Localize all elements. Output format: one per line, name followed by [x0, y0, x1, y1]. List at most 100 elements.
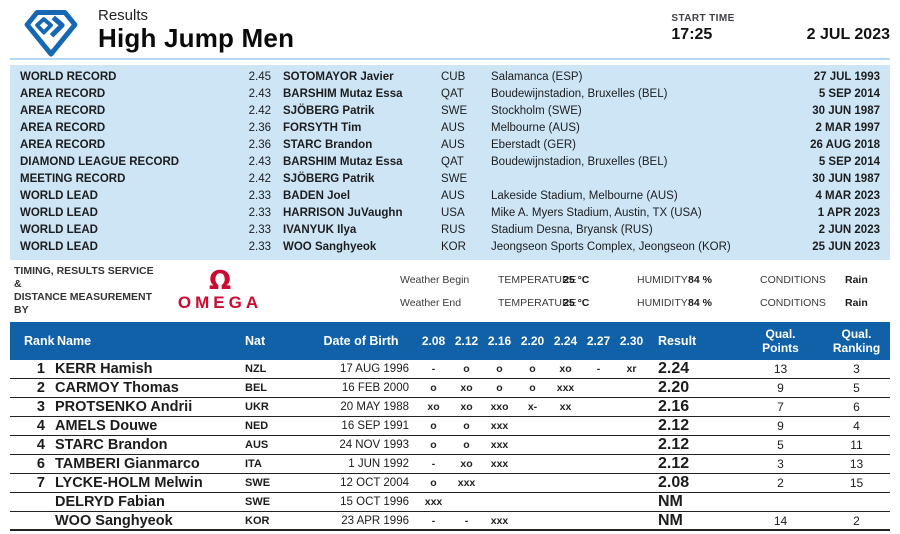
record-date: 30 JUN 1987	[812, 105, 880, 117]
record-mark: 2.45	[248, 71, 271, 83]
humidity-value: 84 %	[688, 296, 712, 309]
record-date: 27 JUL 1993	[813, 71, 880, 83]
rank-cell: 3	[36, 399, 45, 415]
record-venue: Salamanca (ESP)	[491, 71, 583, 83]
rank-cell: 2	[36, 380, 45, 396]
result-row: 3 PROTSENKO Andrii UKR 20 MAY 1988 xo xo…	[10, 398, 890, 417]
qual-points-column-header: Qual. Points	[762, 326, 799, 355]
name-column-header: Name	[57, 334, 92, 348]
record-label: AREA RECORD	[20, 139, 106, 151]
header-divider	[10, 58, 890, 60]
attempt-cell: x-	[527, 401, 538, 413]
dob-cell: 1 JUN 1992	[348, 458, 409, 470]
results-table-body: 1 KERR Hamish NZL 17 AUG 1996 - o o o xo…	[10, 360, 890, 531]
attempt-cell: -	[431, 363, 436, 375]
record-mark: 2.36	[248, 139, 271, 151]
record-venue: Jeongseon Sports Complex, Jeongseon (KOR…	[491, 241, 731, 253]
humidity-value: 84 %	[688, 273, 712, 286]
nat-column-header: Nat	[245, 334, 266, 348]
result-row: WOO Sanghyeok KOR 23 APR 1996 - - xxx NM…	[10, 512, 890, 531]
record-date: 1 APR 2023	[817, 207, 880, 219]
record-mark: 2.33	[248, 241, 271, 253]
humidity-label: HUMIDITY	[637, 273, 688, 286]
attempt-cell: o	[430, 382, 437, 394]
record-athlete: FORSYTH Tim	[283, 122, 362, 134]
record-athlete: HARRISON JuVaughn	[283, 207, 403, 219]
attempt-cell: o	[463, 363, 470, 375]
qual-points-cell: 5	[777, 438, 784, 452]
height-column-header: 2.24	[553, 334, 578, 348]
attempt-cell: xo	[460, 458, 473, 470]
provider-line-1: TIMING, RESULTS SERVICE &	[14, 265, 154, 290]
attempt-cell: -	[464, 515, 469, 527]
event-date: 2 JUL 2023	[806, 26, 890, 43]
record-venue: Stadium Desna, Bryansk (RUS)	[491, 224, 653, 236]
diamond-league-logo-icon	[24, 9, 78, 57]
attempt-cell: o	[430, 439, 437, 451]
qual-ranking-column-header: Qual. Ranking	[832, 326, 881, 355]
record-date: 2 JUN 2023	[818, 224, 880, 236]
attempt-cell: xxx	[490, 458, 509, 470]
record-row: WORLD RECORD 2.45 SOTOMAYOR Javier CUB S…	[20, 69, 880, 86]
record-row: AREA RECORD 2.36 STARC Brandon AUS Ebers…	[20, 137, 880, 154]
result-cell: 2.16	[658, 398, 690, 415]
rank-cell: 4	[36, 437, 45, 453]
height-column-header: 2.16	[487, 334, 512, 348]
conditions-value: Rain	[845, 273, 868, 286]
rank-cell: 7	[36, 475, 45, 491]
record-nat: QAT	[441, 156, 464, 168]
height-column-header: 2.08	[421, 334, 446, 348]
nat-cell: ITA	[245, 458, 262, 470]
record-mark: 2.33	[248, 190, 271, 202]
athlete-name: KERR Hamish	[55, 361, 153, 377]
timing-provider-label: TIMING, RESULTS SERVICE & DISTANCE MEASU…	[14, 265, 164, 317]
record-mark: 2.36	[248, 122, 271, 134]
record-mark: 2.43	[248, 88, 271, 100]
dob-cell: 12 OCT 2004	[340, 477, 409, 489]
records-table: WORLD RECORD 2.45 SOTOMAYOR Javier CUB S…	[10, 65, 890, 260]
dob-cell: 23 APR 1996	[341, 515, 409, 527]
brand-block: Results High Jump Men	[14, 7, 294, 58]
attempt-cell: xo	[460, 382, 473, 394]
result-row: DELRYD Fabian SWE 15 OCT 1996 xxx NM	[10, 493, 890, 512]
record-venue: Lakeside Stadium, Melbourne (AUS)	[491, 190, 678, 202]
record-athlete: SOTOMAYOR Javier	[283, 71, 394, 83]
attempt-cell: xxx	[490, 420, 509, 432]
record-row: AREA RECORD 2.43 BARSHIM Mutaz Essa QAT …	[20, 86, 880, 103]
weather-panel: Weather Begin TEMPERATURE 25 °C HUMIDITY…	[400, 274, 890, 309]
qual-ranking-cell: 2	[853, 514, 860, 528]
qual-ranking-cell: 11	[850, 438, 863, 452]
start-time-label: START TIME	[671, 13, 735, 24]
temperature-value: 25 °C	[563, 296, 590, 309]
attempt-cell: o	[430, 420, 437, 432]
record-athlete: IVANYUK Ilya	[283, 224, 357, 236]
results-label: Results	[98, 7, 149, 24]
qual-ranking-cell: 3	[853, 362, 860, 376]
athlete-name: LYCKE-HOLM Melwin	[55, 475, 203, 491]
record-nat: SWE	[441, 105, 468, 117]
height-column-header: 2.20	[520, 334, 545, 348]
qual-points-cell: 2	[777, 476, 784, 490]
record-venue	[483, 171, 780, 188]
result-cell: 2.12	[658, 417, 690, 434]
result-row: 1 KERR Hamish NZL 17 AUG 1996 - o o o xo…	[10, 360, 890, 379]
start-time-block: START TIME 17:25	[671, 13, 734, 44]
dob-cell: 15 OCT 1996	[340, 496, 409, 508]
record-nat: AUS	[441, 139, 465, 151]
record-mark: 2.42	[248, 105, 271, 117]
result-cell: NM	[658, 512, 683, 529]
result-row: 4 AMELS Douwe NED 16 SEP 1991 o o xxx 2.…	[10, 417, 890, 436]
attempt-cell: -	[431, 515, 436, 527]
attempt-cell: -	[596, 363, 601, 375]
record-athlete: SJÖBERG Patrik	[283, 105, 375, 117]
nat-cell: SWE	[245, 496, 271, 508]
attempt-cell: xxx	[556, 382, 575, 394]
height-column-header: 2.27	[586, 334, 611, 348]
attempt-cell: xxx	[457, 477, 476, 489]
result-column-header: Result	[658, 334, 697, 348]
start-time-value: 17:25	[671, 26, 713, 43]
title-block: Results High Jump Men	[98, 7, 294, 52]
attempt-cell: o	[463, 439, 470, 451]
omega-symbol-icon: Ω	[208, 265, 232, 296]
rank-column-header: Rank	[24, 334, 55, 348]
